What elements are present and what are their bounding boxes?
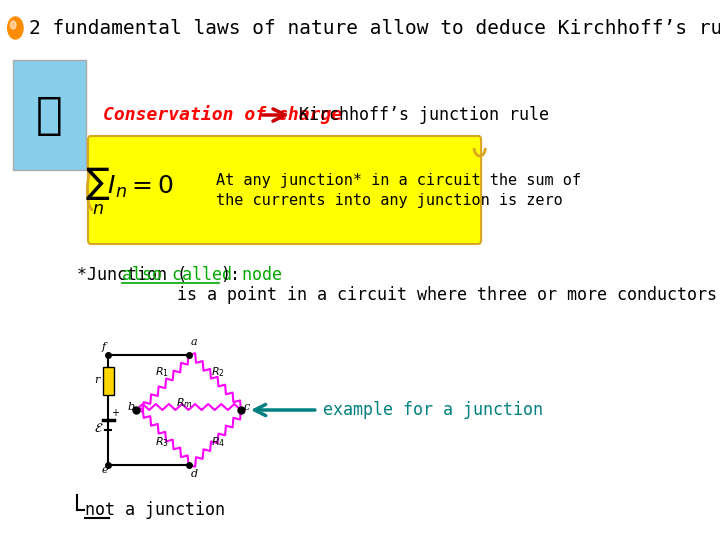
Text: Kirchhoff’s junction rule: Kirchhoff’s junction rule [299,106,549,124]
Text: c: c [243,402,250,412]
Text: $R_m$: $R_m$ [176,396,193,410]
FancyBboxPatch shape [103,367,114,395]
Text: $R_1$: $R_1$ [155,365,169,379]
Text: example for a junction: example for a junction [323,401,543,419]
Text: $R_4$: $R_4$ [211,435,225,449]
Text: $R_3$: $R_3$ [155,435,169,449]
Text: 2 fundamental laws of nature allow to deduce Kirchhoff’s rules: 2 fundamental laws of nature allow to de… [30,18,720,37]
Text: $\mathcal{E}$: $\mathcal{E}$ [94,422,104,435]
Circle shape [8,17,23,39]
FancyBboxPatch shape [88,136,481,244]
Text: Conservation of charge: Conservation of charge [104,105,343,125]
Text: not a junction: not a junction [85,501,225,519]
Text: d: d [191,469,198,479]
Text: b: b [127,402,134,412]
Text: +: + [111,408,119,418]
Text: r: r [94,375,99,385]
Text: e: e [102,465,108,475]
Circle shape [11,21,16,29]
FancyBboxPatch shape [12,60,86,170]
Text: is a point in a circuit where three or more conductors meet: is a point in a circuit where three or m… [77,286,720,304]
Text: a: a [191,337,197,347]
Text: f: f [102,342,105,352]
Text: At any junction* in a circuit the sum of: At any junction* in a circuit the sum of [217,172,582,187]
Text: the currents into any junction is zero: the currents into any junction is zero [217,192,563,207]
Text: $R_2$: $R_2$ [211,365,225,379]
Text: 🎈: 🎈 [36,93,63,137]
Text: *Junction (: *Junction ( [77,266,186,284]
Text: also called node: also called node [122,266,282,284]
Text: $\sum_n I_n = 0$: $\sum_n I_n = 0$ [85,165,174,217]
Text: ):: ): [220,266,240,284]
